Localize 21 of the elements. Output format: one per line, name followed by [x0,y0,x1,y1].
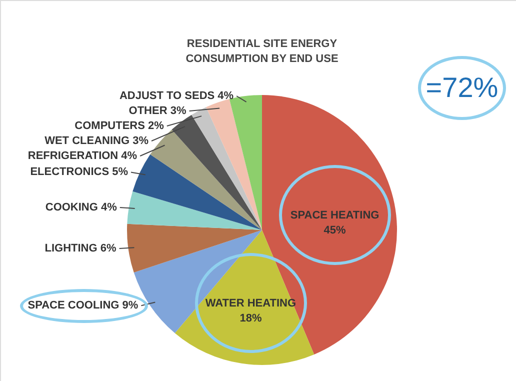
data-label: 18% [240,312,262,324]
pie-slice [127,191,262,230]
slice-label: ADJUST TO SEDS 4% [119,90,234,102]
pie-slice [127,224,262,272]
pie-slice [192,107,262,230]
pie-slice [174,230,314,365]
slice-label: ELECTRONICS 5% [30,166,128,178]
slice-label: LIGHTING 6% [44,242,116,254]
slice-label: REFRIGERATION 4% [28,150,138,162]
data-label: 45% [324,224,346,236]
chart-title: RESIDENTIAL SITE ENERGY CONSUMPTION BY END USE [186,38,338,65]
slice-label: WET CLEANING 3% [44,135,149,148]
slice-label: SPACE COOLING 9% [28,300,138,312]
slice-label: OTHER 3% [128,105,186,118]
text: =72% [426,72,498,104]
pie-slice [206,99,262,230]
slice-label: SPACE HEATING [290,209,380,222]
pie-slice [150,130,262,230]
slice-label: COMPUTERS 2% [74,120,164,132]
slice-label: COOKING 4% [45,201,118,214]
pie-slice [172,114,262,230]
